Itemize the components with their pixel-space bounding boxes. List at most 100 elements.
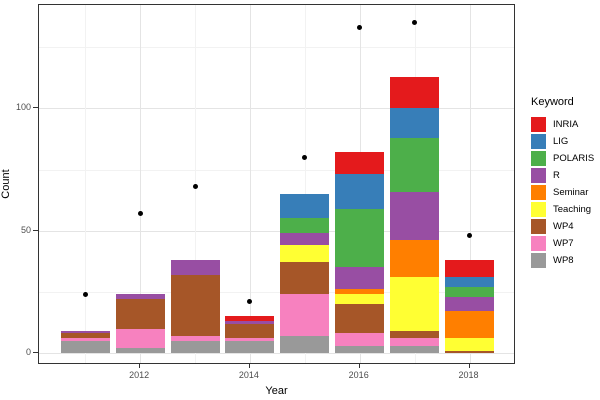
bar-segment-r [335,267,385,290]
bar-segment-r [390,191,440,241]
legend-item-label: Seminar [553,187,589,198]
data-point [302,154,308,160]
data-point [82,291,88,297]
y-tick-mark [33,352,38,353]
y-tick-mark [33,229,38,231]
bar-segment-wp7 [335,333,385,346]
legend-key-swatch [531,202,546,217]
bar-segment-r [225,321,275,324]
legend-item: INRIA [531,116,578,133]
legend-item-label: WP7 [553,238,574,249]
bar-segment-polaris [280,218,330,234]
legend-item: LIG [531,133,574,150]
bar-segment-seminar [445,311,494,339]
y-tick-label: 50 [20,224,31,235]
bar-segment-r [60,330,110,334]
legend-item-label: R [553,170,560,181]
bar-segment-wp7 [170,335,220,341]
legend-key-swatch [531,185,546,200]
bar-segment-r [170,260,220,275]
y-tick-label: 0 [25,347,31,357]
bar-segment-polaris [445,286,494,297]
x-tick-label: 2014 [238,370,259,380]
gridline-v-major [249,5,251,363]
bar-segment-teaching [445,338,494,351]
legend-key-swatch [531,151,546,166]
bar-segment-wp8 [60,340,110,353]
legend-key-swatch [531,253,546,268]
bar-segment-wp4 [280,262,330,295]
bar-segment-wp4 [390,330,440,339]
x-tick-mark [468,364,470,368]
bar-segment-wp7 [60,338,110,341]
data-point [467,233,472,239]
bar-segment-r [280,233,330,246]
points-layer [39,5,514,363]
bar-segment-teaching [280,245,330,263]
bar-segment-r [115,294,165,300]
x-tick-label: 2012 [129,370,150,380]
legend-item: R [531,167,574,184]
gridline-v-minor [85,5,87,363]
bar-segment-wp8 [170,340,220,353]
legend-key-swatch [531,117,546,132]
bar-segment-r [445,296,494,312]
bar-segment-teaching [335,294,385,305]
gridline-h-minor [39,169,514,171]
legend-items: INRIA LIG POLARIS R Seminar Teaching WP4 WP7 WP8 [531,116,594,269]
bar-segment-inria [335,152,385,175]
legend: Keyword INRIA LIG POLARIS R Seminar Teaching W… [531,96,594,269]
y-tick-mark [33,107,38,109]
legend-item-label: Teaching [553,204,592,215]
bar-segment-wp4 [60,333,110,339]
legend-item-label: INRIA [553,119,579,130]
bar-segment-polaris [390,137,440,192]
bar-segment-wp8 [335,345,385,353]
bar-segment-lig [335,174,385,209]
legend-item-label: WP4 [553,221,574,232]
legend-item-label: POLARIS [553,153,595,164]
bar-segment-seminar [335,289,385,295]
data-point [357,25,363,31]
legend-item: WP8 [531,252,574,269]
y-axis-title: Count [0,169,12,199]
bar-segment-wp7 [115,328,165,349]
x-tick-mark [358,364,360,368]
x-tick-mark [248,364,250,368]
bar-segment-wp4 [170,274,220,336]
bar-segment-wp7 [280,294,330,336]
legend-item: POLARIS [531,150,594,167]
legend-key-swatch [531,219,546,234]
legend-item: Seminar [531,184,588,201]
bars-layer [39,5,514,363]
bar-segment-wp8 [280,335,330,353]
bar-segment-wp7 [390,338,440,346]
bar-segment-seminar [390,240,440,278]
bar-segment-lig [280,193,330,219]
bar-segment-wp4 [225,323,275,339]
bar-segment-wp4 [115,299,165,329]
data-point [137,211,143,217]
data-point [412,20,418,26]
bar-segment-wp7 [225,338,275,341]
bar-segment-teaching [390,277,440,331]
bar-segment-inria [225,316,275,322]
y-tick-label: 100 [15,102,31,113]
gridline-v-major [469,5,471,363]
x-tick-label: 2018 [458,370,479,380]
legend-item: Teaching [531,201,591,218]
gridline-h-major [39,108,514,110]
gridline-v-minor [195,5,196,363]
gridline-h-major [39,353,514,354]
bar-segment-wp8 [390,345,440,353]
legend-key-swatch [531,236,546,251]
gridline-h-minor [39,291,514,293]
bar-segment-wp4 [445,350,494,353]
bar-segment-wp8 [115,348,165,353]
plot-panel [38,4,515,364]
bar-segment-inria [445,260,494,278]
gridline-h-major [39,230,514,232]
bar-segment-inria [390,76,440,109]
gridline-v-major [140,5,142,363]
